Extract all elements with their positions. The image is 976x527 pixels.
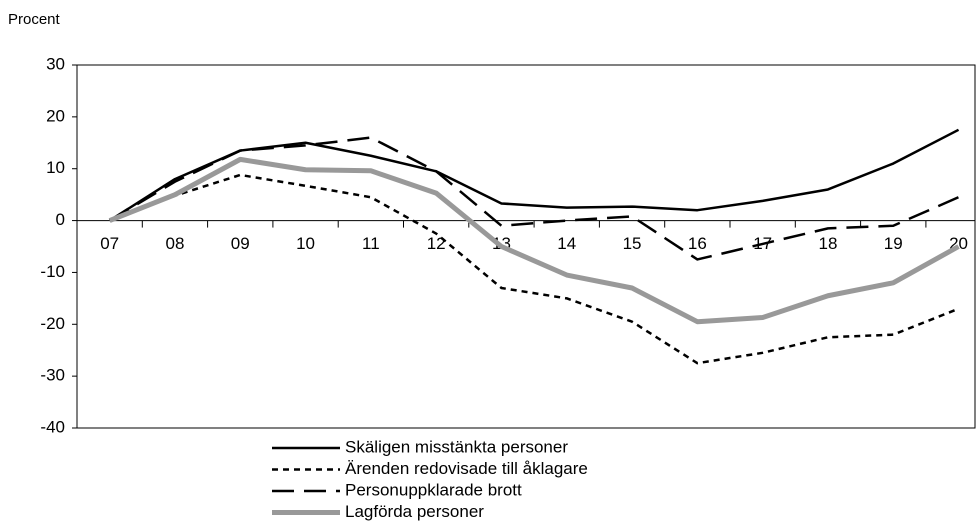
y-tick-label: 0 — [56, 210, 65, 229]
series-line — [109, 136, 960, 261]
y-axis-label: Procent — [8, 11, 61, 28]
series-line — [108, 156, 960, 325]
series-line — [109, 173, 960, 365]
y-tick-label: -40 — [40, 417, 65, 436]
x-tick-label: 19 — [884, 234, 903, 253]
x-tick-label: 11 — [362, 234, 380, 253]
series-line — [108, 128, 960, 222]
y-tick-label: -20 — [40, 314, 65, 333]
x-tick-label: 07 — [100, 234, 119, 253]
x-tick-label: 09 — [231, 234, 250, 253]
x-tick-label: 15 — [623, 234, 642, 253]
y-tick-label: -30 — [40, 366, 65, 385]
x-tick-label: 14 — [557, 234, 576, 253]
legend-label: Lagförda personer — [345, 502, 484, 521]
y-tick-label: -10 — [40, 262, 65, 281]
y-tick-label: 30 — [46, 54, 65, 73]
y-tick-label: 10 — [46, 158, 65, 177]
x-tick-label: 08 — [165, 234, 184, 253]
y-tick-label: 20 — [46, 106, 65, 125]
x-tick-label: 12 — [427, 234, 446, 253]
x-tick-label: 18 — [818, 234, 837, 253]
legend-label: Skäligen misstänkta personer — [345, 437, 568, 456]
legend-label: Ärenden redovisade till åklagare — [345, 459, 588, 478]
x-tick-label: 16 — [688, 234, 707, 253]
x-tick-label: 10 — [296, 234, 315, 253]
plot-frame — [76, 64, 976, 429]
legend-label: Personuppklarade brott — [345, 480, 522, 499]
